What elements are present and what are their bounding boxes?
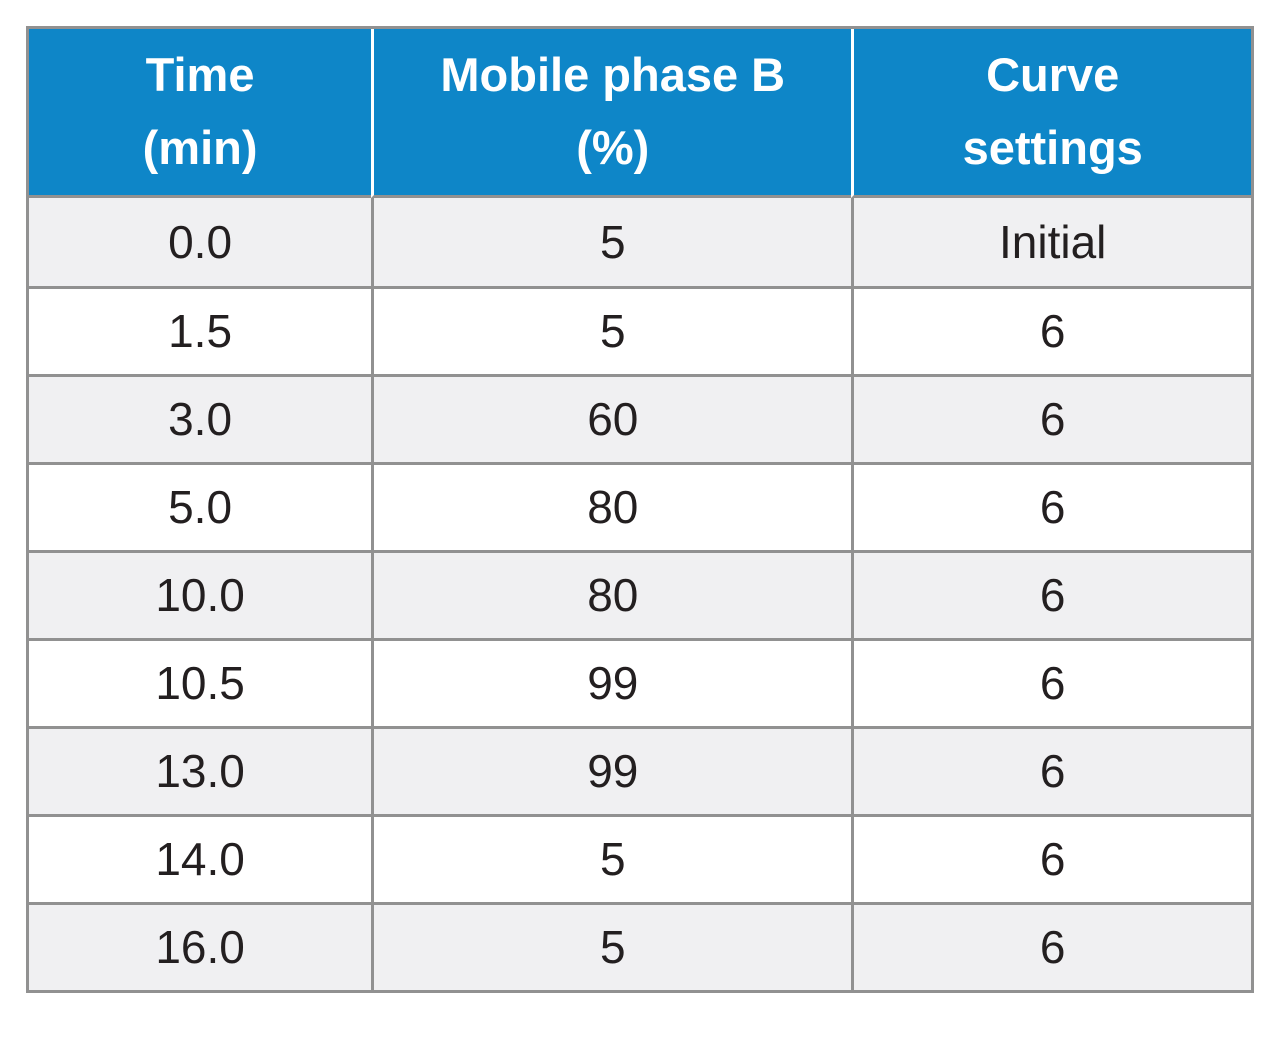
table-row: 5.0 80 6	[29, 461, 1251, 550]
cell-time: 14.0	[29, 813, 372, 902]
cell-time: 3.0	[29, 373, 372, 462]
table-row: 16.0 5 6	[29, 901, 1251, 990]
cell-mobile-phase-b: 5	[371, 285, 852, 374]
cell-mobile-phase-b: 60	[371, 373, 852, 462]
cell-curve-settings: 6	[851, 461, 1251, 550]
cell-curve-settings: 6	[851, 901, 1251, 990]
cell-time: 10.5	[29, 637, 372, 726]
column-header-curve-settings: Curve settings	[851, 29, 1251, 198]
table-row: 10.5 99 6	[29, 637, 1251, 726]
cell-time: 0.0	[29, 197, 372, 286]
cell-mobile-phase-b: 99	[371, 637, 852, 726]
cell-curve-settings: 6	[851, 637, 1251, 726]
table-row: 10.0 80 6	[29, 549, 1251, 638]
cell-mobile-phase-b: 5	[371, 813, 852, 902]
table-row: 13.0 99 6	[29, 725, 1251, 814]
cell-curve-settings: 6	[851, 725, 1251, 814]
cell-mobile-phase-b: 80	[371, 461, 852, 550]
gradient-table: Time (min) Mobile phase B (%) Curve sett…	[26, 26, 1254, 993]
table-row: 3.0 60 6	[29, 373, 1251, 462]
table-row: 1.5 5 6	[29, 285, 1251, 374]
cell-time: 10.0	[29, 549, 372, 638]
cell-curve-settings: 6	[851, 813, 1251, 902]
column-header-time: Time (min)	[29, 29, 372, 198]
cell-curve-settings: 6	[851, 373, 1251, 462]
cell-time: 1.5	[29, 285, 372, 374]
table-header: Time (min) Mobile phase B (%) Curve sett…	[29, 29, 1251, 198]
cell-mobile-phase-b: 99	[371, 725, 852, 814]
cell-mobile-phase-b: 5	[371, 901, 852, 990]
header-row: Time (min) Mobile phase B (%) Curve sett…	[29, 29, 1251, 198]
cell-time: 5.0	[29, 461, 372, 550]
column-header-mobile-phase-b: Mobile phase B (%)	[371, 29, 852, 198]
cell-time: 13.0	[29, 725, 372, 814]
cell-mobile-phase-b: 80	[371, 549, 852, 638]
cell-time: 16.0	[29, 901, 372, 990]
table-row: 0.0 5 Initial	[29, 197, 1251, 286]
cell-curve-settings: 6	[851, 285, 1251, 374]
cell-curve-settings: 6	[851, 549, 1251, 638]
table-row: 14.0 5 6	[29, 813, 1251, 902]
table-body: 0.0 5 Initial 1.5 5 6 3.0 60 6 5.0 80 6 …	[29, 197, 1251, 990]
cell-mobile-phase-b: 5	[371, 197, 852, 286]
cell-curve-settings: Initial	[851, 197, 1251, 286]
